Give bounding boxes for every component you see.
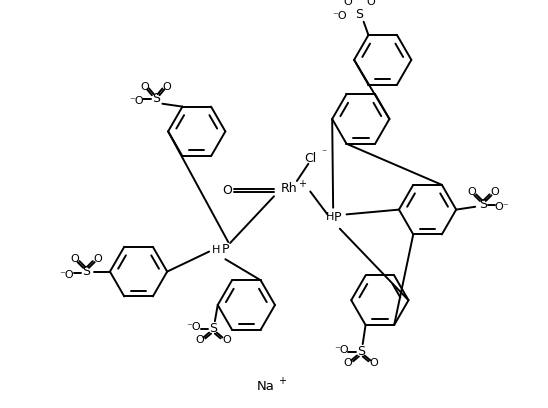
Text: S: S	[479, 198, 487, 211]
Text: O: O	[70, 254, 79, 264]
Text: Rh: Rh	[281, 182, 298, 195]
Text: O: O	[343, 0, 352, 7]
Text: ⁻O: ⁻O	[129, 96, 144, 106]
Text: O: O	[467, 187, 476, 197]
Text: +: +	[298, 179, 306, 189]
Text: S: S	[355, 8, 363, 20]
Text: O: O	[163, 82, 172, 91]
Text: P: P	[334, 211, 341, 224]
Text: Na: Na	[256, 379, 275, 392]
Text: H: H	[212, 245, 220, 255]
Text: Cl: Cl	[304, 152, 316, 164]
Text: S: S	[82, 265, 90, 278]
Text: ⁻O: ⁻O	[186, 322, 201, 332]
Text: O: O	[222, 184, 232, 197]
Text: ⁻O: ⁻O	[60, 271, 75, 280]
Text: H: H	[326, 212, 334, 222]
Text: +: +	[278, 376, 286, 386]
Text: O: O	[222, 335, 231, 345]
Text: ⁻: ⁻	[321, 149, 326, 158]
Text: O: O	[195, 335, 204, 345]
Text: S: S	[152, 93, 159, 106]
Text: O: O	[140, 82, 149, 91]
Text: O: O	[93, 254, 102, 264]
Text: O: O	[343, 358, 352, 368]
Text: ⁻O: ⁻O	[333, 11, 347, 21]
Text: S: S	[209, 322, 217, 335]
Text: O⁻: O⁻	[495, 202, 509, 212]
Text: O: O	[370, 358, 379, 368]
Text: P: P	[221, 243, 229, 256]
Text: O: O	[366, 0, 375, 7]
Text: ⁻O: ⁻O	[334, 345, 349, 355]
Text: O: O	[490, 187, 499, 197]
Text: S: S	[357, 345, 365, 358]
